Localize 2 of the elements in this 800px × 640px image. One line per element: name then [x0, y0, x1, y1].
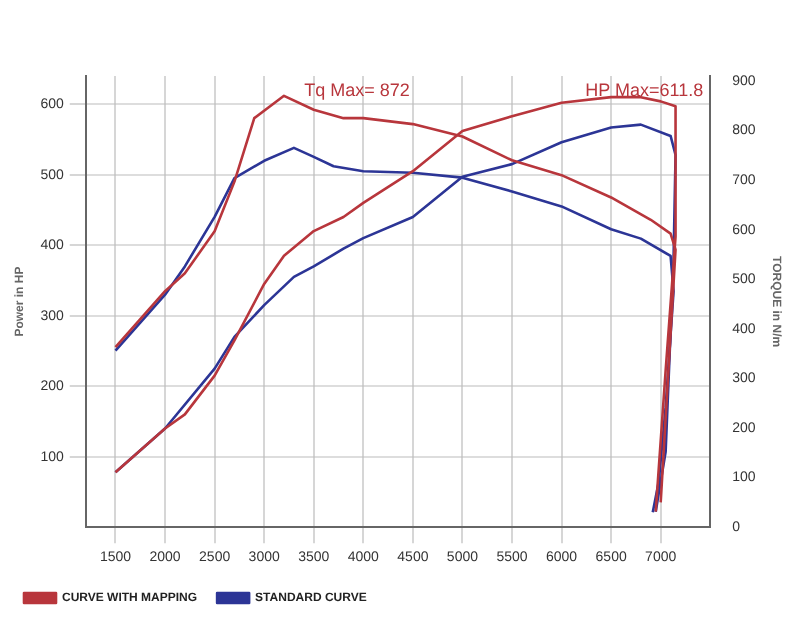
annotation: HP Max=611.8: [585, 79, 704, 100]
annotation: Tq Max= 872: [304, 79, 410, 100]
